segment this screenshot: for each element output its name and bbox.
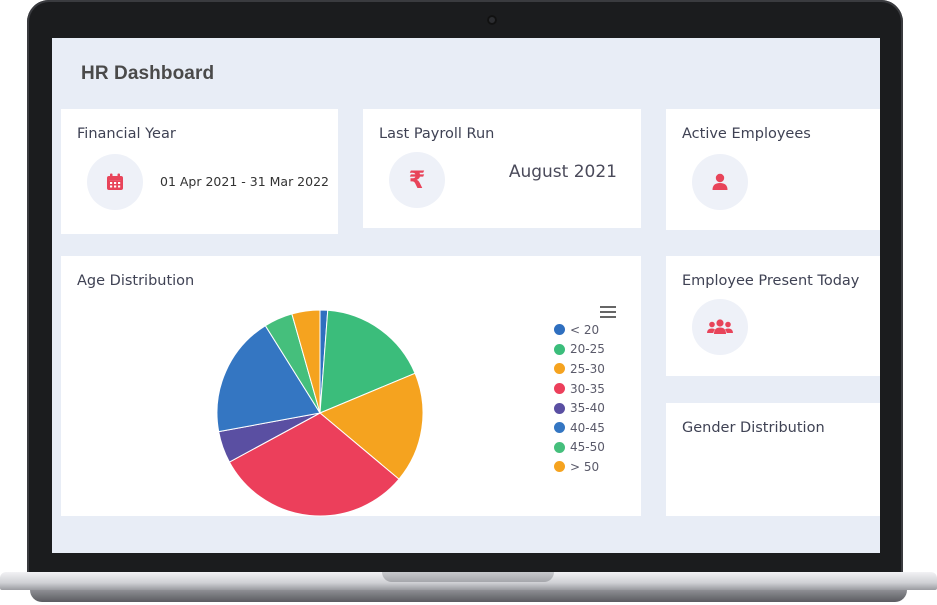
rupee-icon: ₹ (408, 166, 426, 194)
legend-item[interactable]: 40-45 (554, 418, 605, 438)
calendar-icon-wrap (87, 154, 143, 210)
pie-slice-8[interactable] (291, 309, 321, 414)
pie-slice-2[interactable] (319, 309, 416, 414)
legend-item[interactable]: 30-35 (554, 379, 605, 399)
legend-label: 40-45 (570, 420, 605, 435)
legend-item[interactable]: < 20 (554, 320, 605, 340)
age-chart-legend: < 20 20-25 25-30 30-35 35-40 40-45 45-50 > 50 (554, 320, 605, 477)
legend-item[interactable]: > 50 (554, 457, 605, 477)
present-today-title: Employee Present Today (682, 273, 860, 289)
camera-icon (487, 15, 497, 25)
users-icon-wrap (692, 299, 748, 355)
legend-dot (554, 441, 565, 453)
legend-dot (554, 363, 565, 375)
present-today-card: Employee Present Today (666, 256, 880, 376)
laptop-base (0, 572, 937, 605)
legend-label: 45-50 (570, 440, 605, 455)
laptop-base-bottom (30, 590, 907, 602)
gender-distribution-card: Gender Distribution (666, 403, 880, 516)
legend-item[interactable]: 45-50 (554, 438, 605, 458)
user-icon (712, 173, 728, 190)
financial-year-value: 01 Apr 2021 - 31 Mar 2022 (160, 174, 329, 189)
legend-label: 20-25 (570, 342, 605, 357)
active-employees-title: Active Employees (682, 126, 811, 142)
last-payroll-value: August 2021 (508, 162, 617, 182)
calendar-icon (107, 173, 123, 190)
legend-label: > 50 (570, 459, 600, 474)
users-icon (707, 319, 733, 334)
pie-slice-4[interactable] (228, 412, 400, 517)
legend-item[interactable]: 35-40 (554, 398, 605, 418)
financial-year-title: Financial Year (77, 126, 176, 142)
pie-slice-3[interactable] (319, 372, 424, 480)
laptop-notch (382, 572, 554, 582)
last-payroll-title: Last Payroll Run (379, 126, 495, 142)
legend-label: < 20 (570, 322, 600, 337)
age-distribution-title: Age Distribution (77, 273, 195, 289)
legend-label: 30-35 (570, 381, 605, 396)
legend-dot (554, 343, 565, 355)
user-icon-wrap (692, 154, 748, 210)
legend-dot (554, 383, 565, 395)
dashboard-screen: HR Dashboard Financial Year 01 Apr 2021 … (52, 38, 880, 553)
age-distribution-card: Age Distribution < 20 20-25 25-30 30-35 35-4… (61, 256, 641, 517)
pie-slice-6[interactable] (216, 324, 321, 433)
rupee-icon-wrap: ₹ (389, 152, 445, 208)
legend-item[interactable]: 20-25 (554, 340, 605, 360)
legend-dot (554, 461, 565, 473)
legend-label: 35-40 (570, 401, 605, 416)
page-title: HR Dashboard (81, 63, 215, 84)
age-pie-chart (216, 309, 424, 517)
gender-distribution-title: Gender Distribution (682, 420, 825, 436)
chart-menu-icon[interactable] (600, 306, 616, 318)
legend-dot (554, 402, 565, 414)
last-payroll-card: Last Payroll Run ₹ August 2021 (363, 109, 641, 228)
legend-dot (554, 324, 565, 336)
legend-dot (554, 422, 565, 434)
legend-item[interactable]: 25-30 (554, 359, 605, 379)
financial-year-card: Financial Year 01 Apr 2021 - 31 Mar 2022 (61, 109, 338, 234)
legend-label: 25-30 (570, 361, 605, 376)
active-employees-card: Active Employees (666, 109, 880, 230)
